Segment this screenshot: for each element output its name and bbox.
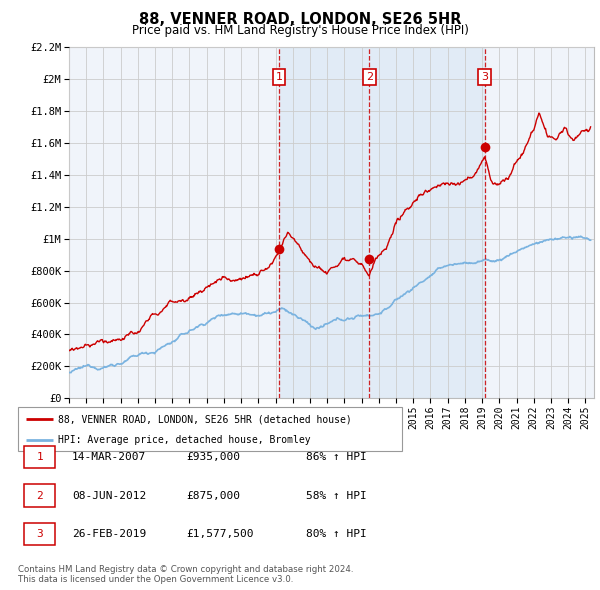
Text: 3: 3 — [481, 72, 488, 82]
Text: HPI: Average price, detached house, Bromley: HPI: Average price, detached house, Brom… — [58, 435, 311, 445]
Text: 86% ↑ HPI: 86% ↑ HPI — [306, 453, 367, 462]
Text: Price paid vs. HM Land Registry's House Price Index (HPI): Price paid vs. HM Land Registry's House … — [131, 24, 469, 37]
Bar — [279, 47, 485, 398]
Text: 80% ↑ HPI: 80% ↑ HPI — [306, 529, 367, 539]
Text: Contains HM Land Registry data © Crown copyright and database right 2024.
This d: Contains HM Land Registry data © Crown c… — [18, 565, 353, 584]
Text: 26-FEB-2019: 26-FEB-2019 — [72, 529, 146, 539]
Text: 08-JUN-2012: 08-JUN-2012 — [72, 491, 146, 500]
Text: 58% ↑ HPI: 58% ↑ HPI — [306, 491, 367, 500]
Text: £935,000: £935,000 — [186, 453, 240, 462]
Text: 1: 1 — [275, 72, 283, 82]
Text: £875,000: £875,000 — [186, 491, 240, 500]
Text: 1: 1 — [36, 453, 43, 462]
Text: 88, VENNER ROAD, LONDON, SE26 5HR (detached house): 88, VENNER ROAD, LONDON, SE26 5HR (detac… — [58, 415, 352, 424]
Text: 3: 3 — [36, 529, 43, 539]
Text: 2: 2 — [365, 72, 373, 82]
Text: 2: 2 — [36, 491, 43, 500]
Text: 14-MAR-2007: 14-MAR-2007 — [72, 453, 146, 462]
Text: 88, VENNER ROAD, LONDON, SE26 5HR: 88, VENNER ROAD, LONDON, SE26 5HR — [139, 12, 461, 27]
Text: £1,577,500: £1,577,500 — [186, 529, 254, 539]
FancyBboxPatch shape — [18, 407, 402, 451]
